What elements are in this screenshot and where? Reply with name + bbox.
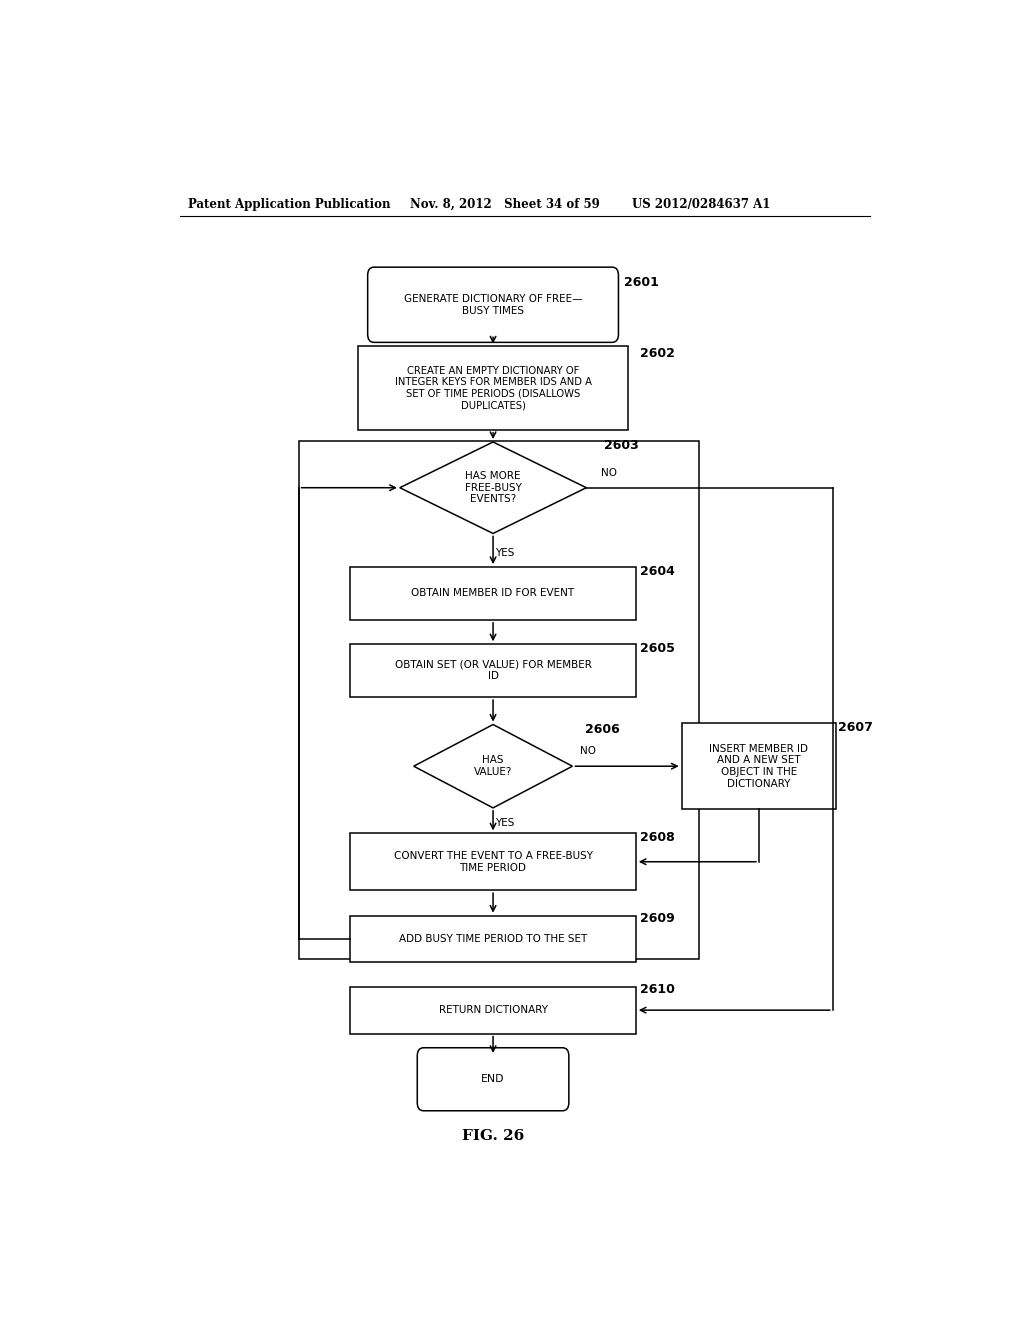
Text: 2601: 2601 [624, 276, 658, 289]
Text: 2603: 2603 [604, 438, 639, 451]
Text: 2602: 2602 [640, 347, 675, 360]
Text: END: END [481, 1074, 505, 1084]
Bar [350, 916, 636, 962]
Text: OBTAIN MEMBER ID FOR EVENT: OBTAIN MEMBER ID FOR EVENT [412, 589, 574, 598]
Bar [350, 833, 636, 890]
Text: FIG. 26: FIG. 26 [462, 1129, 524, 1143]
FancyBboxPatch shape [417, 1048, 569, 1110]
Polygon shape [414, 725, 572, 808]
Text: YES: YES [496, 818, 515, 828]
Text: RETURN DICTIONARY: RETURN DICTIONARY [438, 1005, 548, 1015]
Text: Patent Application Publication: Patent Application Publication [187, 198, 390, 211]
Bar [682, 723, 837, 809]
Text: 2606: 2606 [585, 723, 620, 737]
Text: NO: NO [601, 467, 616, 478]
Text: 2608: 2608 [640, 830, 675, 843]
Bar [358, 346, 628, 430]
Text: HAS MORE
FREE-BUSY
EVENTS?: HAS MORE FREE-BUSY EVENTS? [465, 471, 521, 504]
Bar [350, 987, 636, 1034]
Text: 2604: 2604 [640, 565, 675, 578]
Bar [350, 644, 636, 697]
Text: INSERT MEMBER ID
AND A NEW SET
OBJECT IN THE
DICTIONARY: INSERT MEMBER ID AND A NEW SET OBJECT IN… [710, 743, 808, 788]
Bar [299, 441, 699, 960]
Text: NO: NO [581, 746, 596, 756]
Text: CREATE AN EMPTY DICTIONARY OF
INTEGER KEYS FOR MEMBER IDS AND A
SET OF TIME PERI: CREATE AN EMPTY DICTIONARY OF INTEGER KE… [394, 366, 592, 411]
Text: OBTAIN SET (OR VALUE) FOR MEMBER
ID: OBTAIN SET (OR VALUE) FOR MEMBER ID [394, 660, 592, 681]
Text: CONVERT THE EVENT TO A FREE-BUSY
TIME PERIOD: CONVERT THE EVENT TO A FREE-BUSY TIME PE… [393, 851, 593, 873]
Text: GENERATE DICTIONARY OF FREE—
BUSY TIMES: GENERATE DICTIONARY OF FREE— BUSY TIMES [403, 294, 583, 315]
Text: US 2012/0284637 A1: US 2012/0284637 A1 [632, 198, 770, 211]
Text: 2605: 2605 [640, 642, 675, 655]
FancyBboxPatch shape [368, 267, 618, 342]
Text: ADD BUSY TIME PERIOD TO THE SET: ADD BUSY TIME PERIOD TO THE SET [399, 935, 587, 944]
Bar [350, 568, 636, 620]
Text: HAS
VALUE?: HAS VALUE? [474, 755, 512, 777]
Text: 2609: 2609 [640, 912, 675, 925]
Text: 2607: 2607 [839, 721, 873, 734]
Text: Nov. 8, 2012   Sheet 34 of 59: Nov. 8, 2012 Sheet 34 of 59 [410, 198, 599, 211]
Text: YES: YES [496, 548, 515, 557]
Text: 2610: 2610 [640, 983, 675, 997]
Polygon shape [399, 442, 587, 533]
